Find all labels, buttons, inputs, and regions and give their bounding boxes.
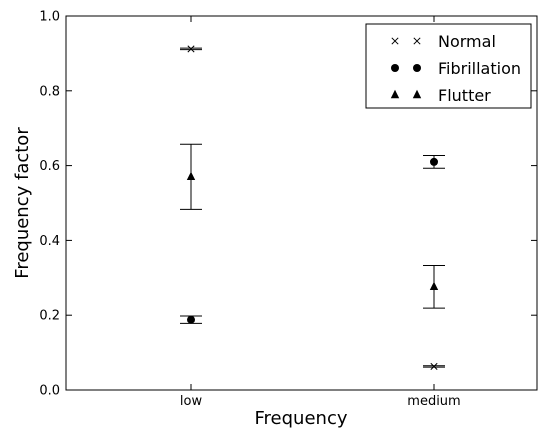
fibrillation-point: [430, 157, 438, 166]
legend-fibrillation-marker-2: [413, 64, 421, 72]
x-marker-stroke: [413, 37, 421, 45]
y-tick-label: 0.2: [39, 309, 60, 324]
legend-normal-marker-2: [413, 37, 421, 45]
y-axis-ticks: 0.0 0.2 0.4 0.6 0.8 1.0: [39, 10, 537, 399]
legend: Normal Fibrillation Flutter: [365, 23, 532, 109]
flutter-point: [429, 281, 439, 290]
legend-flutter-marker-1: [390, 89, 400, 99]
x-axis-ticks: low medium: [180, 16, 461, 409]
legend-fibrillation-marker-1: [391, 64, 399, 72]
data-marks: [180, 45, 445, 370]
legend-flutter-label: Flutter: [438, 86, 491, 105]
y-tick-label: 0.8: [39, 84, 60, 99]
y-tick-label: 0.4: [39, 234, 60, 249]
legend-fibrillation-label: Fibrillation: [438, 59, 521, 78]
normal-point: [187, 45, 195, 53]
legend-normal-label: Normal: [438, 32, 496, 51]
x-marker-stroke: [430, 362, 438, 370]
x-axis-label: Frequency: [255, 408, 348, 429]
normal-point: [430, 362, 438, 370]
x-marker-stroke: [391, 37, 399, 45]
y-tick-label: 0.0: [39, 384, 60, 399]
flutter-point: [186, 171, 196, 181]
x-tick-label: medium: [407, 394, 460, 409]
y-axis-label: Frequency factor: [12, 127, 33, 279]
y-tick-label: 1.0: [39, 10, 60, 25]
legend-normal-marker-1: [391, 37, 399, 45]
x-tick-label: low: [180, 394, 203, 409]
fibrillation-point: [187, 315, 195, 324]
x-marker-stroke: [187, 45, 195, 53]
y-tick-label: 0.6: [39, 159, 60, 174]
legend-flutter-marker-2: [412, 89, 422, 99]
